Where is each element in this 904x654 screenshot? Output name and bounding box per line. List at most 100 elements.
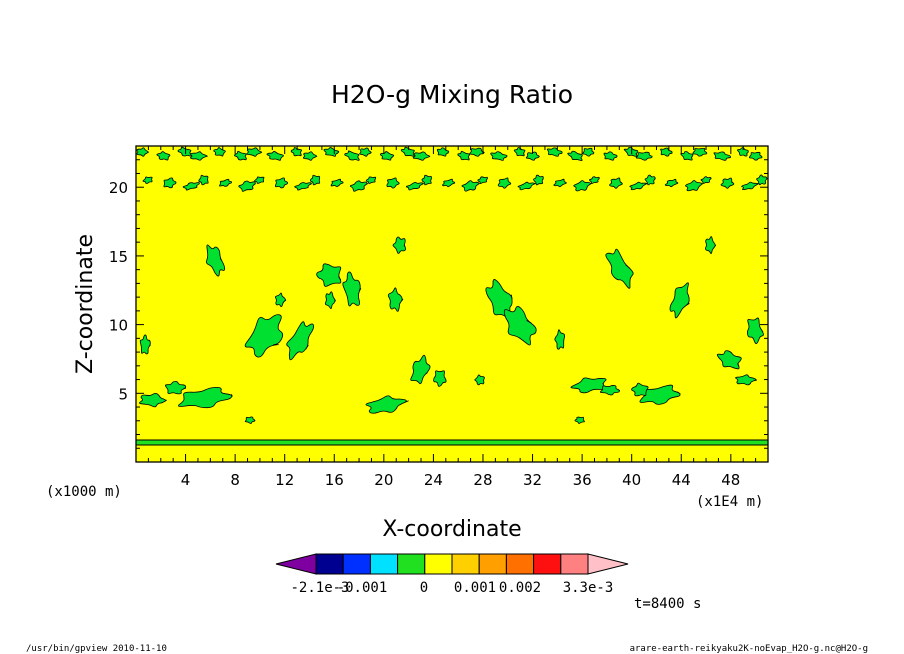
contour-region (635, 151, 653, 161)
contour-region (442, 178, 456, 187)
contour-region (713, 151, 731, 161)
contour-region (747, 317, 764, 344)
contour-region (213, 147, 226, 157)
bottom-band (136, 440, 768, 445)
contour-region (246, 147, 263, 157)
contour-region (156, 151, 171, 161)
colorbar-swatch (369, 553, 399, 575)
contour-region (574, 416, 585, 424)
colorbar-low-triangle (275, 553, 317, 575)
contour-region (705, 236, 717, 254)
contour-region (660, 147, 673, 157)
colorbar-swatch (560, 553, 589, 575)
contour-region (324, 291, 336, 310)
contour-region (342, 271, 362, 307)
contour-region (387, 287, 404, 312)
contour-region (603, 151, 618, 161)
contour-region (198, 174, 209, 186)
footer-right: arare-earth-reikyaku2K-noEvap_H2O-g.nc@H… (630, 644, 868, 654)
contour-region (405, 181, 424, 191)
x-tick-label: 32 (523, 471, 542, 489)
y-unit-label: (x1000 m) (46, 484, 122, 500)
contour-region (680, 151, 694, 161)
x-tick-label: 48 (721, 471, 740, 489)
contour-region (735, 374, 758, 386)
contour-region (359, 147, 372, 157)
contour-region (736, 147, 749, 157)
contour-region (525, 151, 540, 161)
x-tick-label: 24 (424, 471, 443, 489)
contour-region (639, 384, 681, 405)
contour-region (716, 350, 742, 370)
contour-region (412, 151, 431, 161)
contour-region (294, 182, 312, 191)
x-tick-label: 36 (573, 471, 592, 489)
contour-region (177, 146, 192, 157)
plot-background (136, 146, 768, 462)
x-tick-label: 8 (230, 471, 240, 489)
contour-region (461, 180, 480, 192)
contour-region (573, 180, 592, 192)
contour-region (266, 151, 284, 161)
contour-region (631, 382, 649, 397)
contour-region (582, 147, 595, 157)
contour-region (244, 314, 284, 358)
colorbar-swatch (451, 553, 480, 575)
contour-region (238, 180, 256, 192)
colorbar-label: 0.001 (454, 580, 496, 596)
colorbar-high-triangle (587, 553, 629, 575)
contour-region (433, 370, 447, 387)
y-axis-label: Z-coordinate (73, 234, 98, 374)
contour-region (365, 176, 377, 184)
footer-left: /usr/bin/gpview 2010-11-10 (26, 644, 167, 654)
colorbar-swatch (315, 553, 344, 575)
contour-region (234, 150, 247, 161)
contour-region (244, 416, 256, 424)
time-label: t=8400 s (634, 596, 701, 612)
contour-region (400, 146, 415, 157)
contour-region (392, 236, 407, 254)
contour-region (664, 178, 679, 188)
contour-region (685, 180, 704, 192)
contour-region (605, 248, 634, 289)
contour-region (274, 292, 287, 308)
contour-region (669, 282, 690, 319)
contour-region (588, 176, 600, 184)
contour-region (741, 181, 759, 191)
contour-region (189, 151, 208, 161)
colorbar-label: 0 (420, 580, 428, 596)
axis-ticks (136, 146, 768, 462)
contour-region (178, 386, 233, 409)
contour-region (469, 147, 485, 157)
colorbar-swatch (397, 553, 426, 575)
x-tick-label: 28 (473, 471, 492, 489)
plot-area (135, 145, 769, 463)
y-tick-label: 10 (109, 317, 128, 335)
contour-region (139, 392, 167, 408)
colorbar-labels: -2.1e-3-0.001 0 0.001 0.002 3.3e-3 (290, 580, 613, 596)
contour-region (365, 395, 409, 414)
colorbar-label: -0.001 (337, 580, 388, 596)
contour-region (533, 174, 544, 186)
x-tick-label: 40 (622, 471, 641, 489)
y-tick-label: 20 (109, 179, 128, 197)
y-tick-label: 15 (109, 248, 128, 266)
plot-frame (135, 145, 769, 463)
contour-region (349, 180, 369, 192)
colorbar (275, 553, 629, 575)
contour-region (644, 174, 656, 186)
colorbar-label: 3.3e-3 (563, 580, 614, 596)
contour-region (570, 377, 607, 394)
x-tick-labels: 4 8 12 16 20 24 28 32 36 40 44 48 (181, 471, 741, 489)
y-tick-label: 5 (118, 385, 128, 403)
contour-region (554, 329, 566, 350)
contour-region (436, 147, 450, 157)
contour-region (219, 178, 233, 187)
colorbar-swatch (478, 553, 507, 575)
contour-region (477, 176, 488, 184)
x-tick-label: 20 (374, 471, 393, 489)
colorbar-label: -2.1e-3 (290, 580, 349, 596)
contour-region (546, 147, 563, 157)
x-tick-label: 16 (325, 471, 344, 489)
contour-region (517, 181, 536, 191)
